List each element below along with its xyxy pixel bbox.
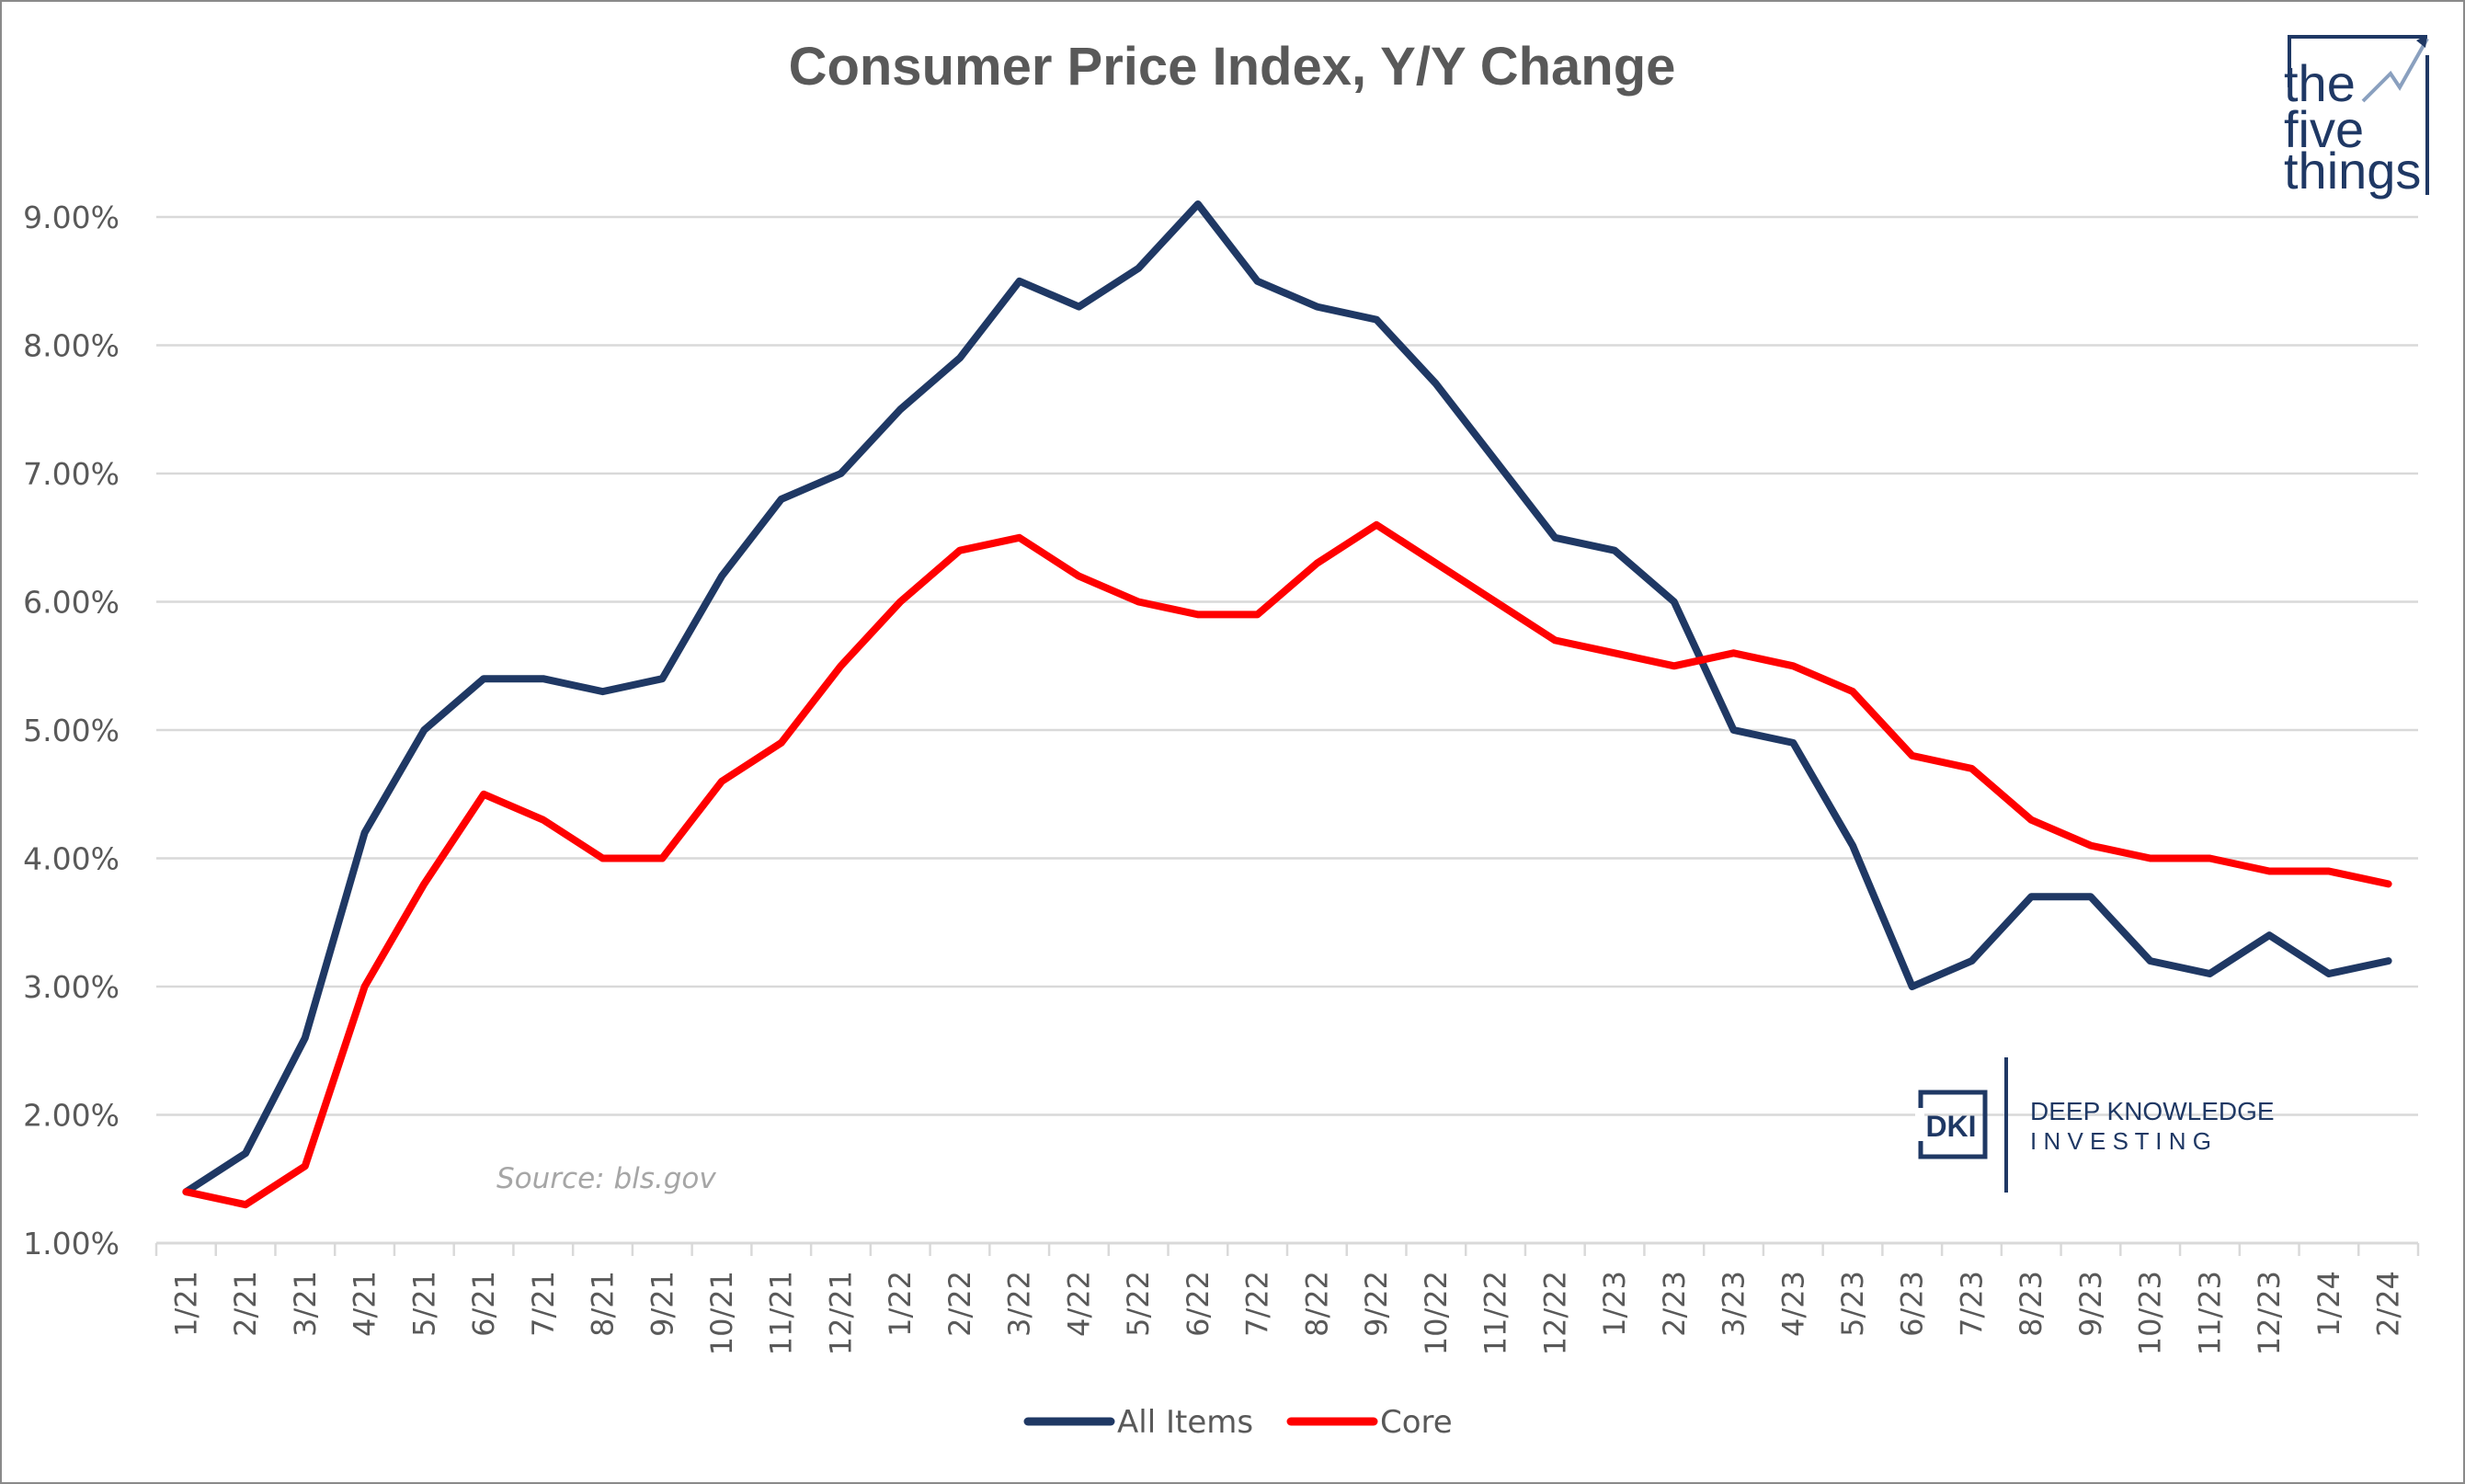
x-tick-label: 3/23 <box>1717 1271 1752 1337</box>
x-tick-label: 2/24 <box>2371 1271 2406 1337</box>
legend-label-core: Core <box>1380 1404 1453 1441</box>
x-tick-label: 12/21 <box>823 1271 858 1355</box>
trend-arrow-icon <box>2361 38 2429 103</box>
x-tick-label: 4/22 <box>1061 1271 1096 1337</box>
series-line-all-items <box>182 200 2392 1196</box>
legend: All Items Core <box>1023 1404 1453 1441</box>
dki-line2: I N V E S T I N G <box>2030 1127 2211 1155</box>
series-lines <box>182 200 2392 1209</box>
x-tick-label: 12/22 <box>1537 1271 1572 1355</box>
chart-title: Consumer Price Index, Y/Y Change <box>789 37 1676 97</box>
gridlines <box>156 215 2418 1116</box>
x-axis-ticks: 1/21 2/21 3/21 4/21 5/21 6/21 7/21 8/21 9/21 10/2… <box>168 1271 2405 1355</box>
x-tick-label: 4/21 <box>348 1271 382 1337</box>
x-tick-label: 8/22 <box>1299 1271 1334 1337</box>
logo-frame <box>2288 35 2427 87</box>
x-tick-label: 11/23 <box>2192 1271 2227 1355</box>
five-things-logo: the five things <box>2284 35 2429 200</box>
x-axis <box>154 1241 2420 1256</box>
x-tick-label: 5/23 <box>1835 1271 1870 1337</box>
x-tick-label: 6/22 <box>1181 1271 1215 1337</box>
x-tick-label: 9/22 <box>1359 1271 1394 1337</box>
x-tick-label: 8/21 <box>586 1271 621 1337</box>
x-tick-label: 5/22 <box>1121 1271 1156 1337</box>
x-tick-label: 1/22 <box>883 1271 918 1337</box>
y-tick-label: 6.00% <box>23 585 120 621</box>
dki-logo: DKI DEEP KNOWLEDGE I N V E S T I N G <box>1915 1057 2275 1193</box>
x-tick-label: 3/22 <box>1002 1271 1037 1337</box>
y-tick-label: 2.00% <box>23 1098 120 1134</box>
y-tick-label: 5.00% <box>23 713 120 748</box>
x-tick-label: 12/23 <box>2252 1271 2287 1355</box>
legend-label-all-items: All Items <box>1117 1404 1253 1441</box>
y-tick-label: 3.00% <box>23 969 120 1005</box>
x-tick-label: 1/23 <box>1597 1271 1632 1337</box>
logo-line-things: things <box>2284 142 2421 200</box>
x-tick-label: 4/23 <box>1775 1271 1810 1337</box>
x-tick-label: 7/22 <box>1240 1271 1275 1337</box>
x-tick-label: 11/21 <box>764 1271 799 1355</box>
y-tick-label: 1.00% <box>23 1226 120 1261</box>
legend-item-core[interactable]: Core <box>1286 1404 1453 1441</box>
x-tick-label: 2/22 <box>942 1271 977 1337</box>
x-tick-label: 7/23 <box>1954 1271 1989 1337</box>
x-tick-label: 9/21 <box>645 1271 679 1337</box>
series-line-core <box>182 520 2392 1209</box>
x-tick-label: 5/21 <box>406 1271 441 1337</box>
x-tick-label: 3/21 <box>288 1271 323 1337</box>
x-tick-label: 6/21 <box>466 1271 501 1337</box>
y-tick-label: 7.00% <box>23 456 120 492</box>
x-tick-label: 8/23 <box>2014 1271 2048 1337</box>
x-tick-label: 7/21 <box>526 1271 561 1337</box>
x-tick-label: 6/23 <box>1895 1271 1930 1337</box>
legend-item-all-items[interactable]: All Items <box>1023 1404 1253 1441</box>
logo-line-the: the <box>2284 54 2356 112</box>
x-tick-label: 9/23 <box>2073 1271 2108 1337</box>
x-tick-label: 10/23 <box>2133 1271 2168 1355</box>
dki-badge-text: DKI <box>1925 1110 1976 1143</box>
x-tick-label: 11/22 <box>1478 1271 1513 1355</box>
source-annotation: Source: bls.gov <box>496 1162 716 1195</box>
y-tick-label: 9.00% <box>23 200 120 235</box>
y-axis-ticks: 1.00% 2.00% 3.00% 4.00% 5.00% 6.00% 7.00% 8.00%… <box>23 200 120 1261</box>
x-tick-label: 10/21 <box>704 1271 739 1355</box>
dki-line1: DEEP KNOWLEDGE <box>2030 1097 2275 1125</box>
x-tick-label: 2/23 <box>1657 1271 1692 1337</box>
x-tick-label: 1/21 <box>168 1271 203 1337</box>
y-tick-label: 4.00% <box>23 841 120 877</box>
logo-line-five: five <box>2284 100 2364 158</box>
y-tick-label: 8.00% <box>23 328 120 364</box>
x-tick-label: 10/22 <box>1419 1271 1454 1355</box>
x-tick-label: 2/21 <box>228 1271 263 1337</box>
x-tick-label: 1/24 <box>2311 1271 2346 1337</box>
